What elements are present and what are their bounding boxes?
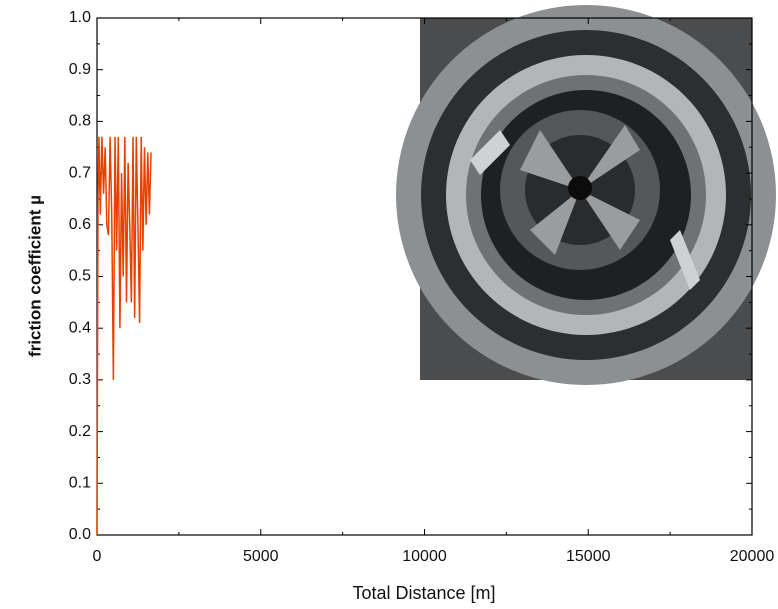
- y-axis-label: friction coefficient µ: [25, 195, 44, 357]
- data-line: [96, 136, 152, 536]
- x-axis-label: Total Distance [m]: [352, 583, 495, 603]
- y-tick-label: 0.9: [69, 61, 91, 78]
- y-tick-label: 0.5: [69, 268, 91, 285]
- y-tick-label: 0.6: [69, 216, 91, 233]
- x-tick-label: 20000: [730, 548, 775, 565]
- y-tick-label: 0.0: [69, 526, 91, 543]
- y-tick-label: 0.1: [69, 475, 91, 492]
- y-tick-label: 0.8: [69, 113, 91, 130]
- x-tick-label: 0: [93, 548, 102, 565]
- x-tick-label: 15000: [566, 548, 611, 565]
- y-tick-label: 1.0: [69, 9, 91, 26]
- y-tick-label: 0.7: [69, 164, 91, 181]
- x-tick-label: 5000: [243, 548, 279, 565]
- y-tick-label: 0.2: [69, 423, 91, 440]
- y-tick-label: 0.3: [69, 371, 91, 388]
- x-tick-label: 10000: [402, 548, 447, 565]
- y-tick-label: 0.4: [69, 319, 91, 336]
- inset-photo: [396, 5, 776, 385]
